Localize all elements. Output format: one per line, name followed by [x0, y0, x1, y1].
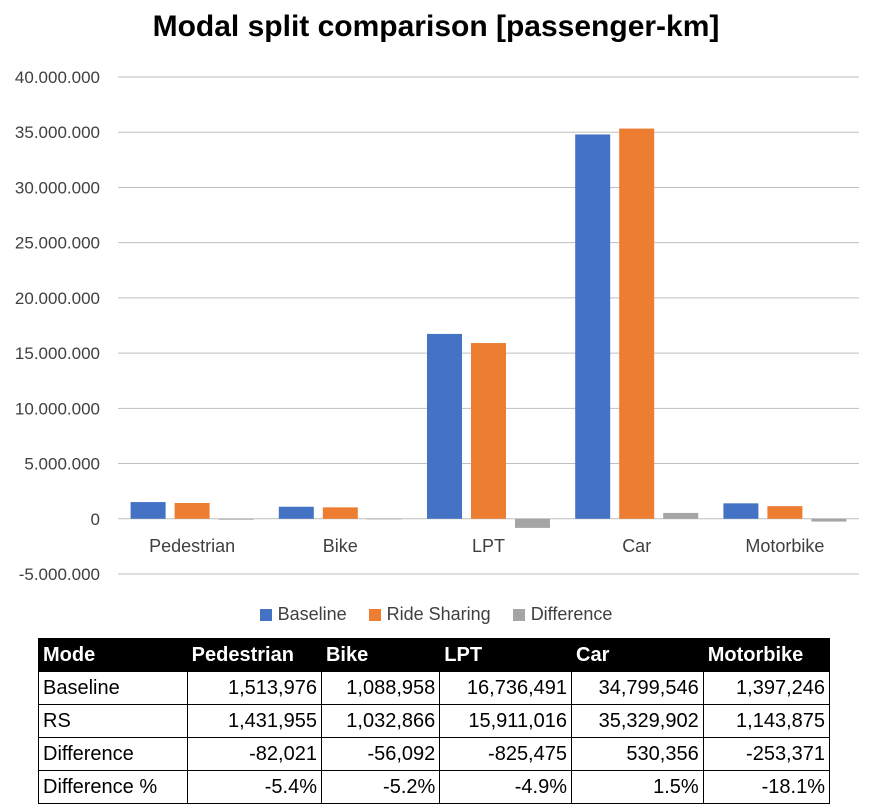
y-tick-label: 10.000.000: [15, 399, 100, 418]
legend-label-ride-sharing: Ride Sharing: [386, 604, 491, 624]
y-tick-label: -5.000.000: [19, 565, 100, 584]
bar-ride-sharing: [471, 343, 506, 519]
table-row-label: Difference %: [38, 770, 188, 804]
table-row: Baseline 1,513,976 1,088,958 16,736,491 …: [38, 671, 831, 705]
y-tick-label: 30.000.000: [15, 178, 100, 197]
legend-item-ride-sharing: Ride Sharing: [368, 604, 491, 625]
bar-difference: [218, 518, 254, 520]
table-cell: -253,371: [702, 737, 831, 771]
table-cell: 530,356: [571, 737, 704, 771]
y-tick-label: 15.000.000: [15, 344, 100, 363]
table-cell: -825,475: [439, 737, 572, 771]
legend-swatch-ride-sharing: [368, 608, 381, 621]
table-cell: 1,397,246: [702, 671, 831, 705]
table-cell: 35,329,902: [571, 704, 704, 738]
table-header-cell: Bike: [320, 638, 441, 672]
table-row: Difference % -5.4% -5.2% -4.9% 1.5% -18.…: [38, 770, 831, 804]
x-tick-label: Motorbike: [745, 536, 824, 556]
table-cell: 34,799,546: [571, 671, 704, 705]
table-header-cell: LPT: [439, 638, 572, 672]
table-header-cell: Mode: [38, 638, 188, 672]
table-row: Difference -82,021 -56,092 -825,475 530,…: [38, 737, 831, 771]
table-cell: 1.5%: [571, 770, 704, 804]
table-header-row: Mode Pedestrian Bike LPT Car Motorbike: [38, 638, 831, 672]
bar-baseline: [575, 134, 611, 519]
table-cell: -18.1%: [702, 770, 831, 804]
table-cell: -4.9%: [439, 770, 572, 804]
table-row: RS 1,431,955 1,032,866 15,911,016 35,329…: [38, 704, 831, 738]
table-cell: 1,143,875: [702, 704, 831, 738]
y-tick-label: 5.000.000: [24, 455, 100, 474]
bar-baseline: [723, 503, 759, 519]
table-cell: -5.2%: [320, 770, 441, 804]
table-row-label: Difference: [38, 737, 188, 771]
table-cell: -5.4%: [186, 770, 322, 804]
bar-difference: [366, 518, 402, 520]
y-tick-label: 25.000.000: [15, 234, 100, 253]
bar-ride-sharing: [322, 507, 358, 519]
x-tick-label: Pedestrian: [149, 536, 235, 556]
data-table: Mode Pedestrian Bike LPT Car Motorbike B…: [38, 638, 831, 804]
legend-label-baseline: Baseline: [277, 604, 347, 624]
table-header-cell: Pedestrian: [186, 638, 322, 672]
table-cell: 1,431,955: [186, 704, 322, 738]
table-cell: 15,911,016: [439, 704, 572, 738]
bar-difference: [663, 512, 699, 519]
chart-title: Modal split comparison [passenger-km]: [152, 10, 720, 43]
legend-item-baseline: Baseline: [259, 604, 347, 625]
legend-label-difference: Difference: [530, 604, 613, 624]
bar-ride-sharing: [174, 502, 210, 519]
table-cell: 1,088,958: [320, 671, 441, 705]
table-cell: 16,736,491: [439, 671, 572, 705]
y-tick-label: 20.000.000: [15, 289, 100, 308]
table-cell: -56,092: [320, 737, 441, 771]
bar-ride-sharing: [619, 128, 655, 519]
table-cell: 1,032,866: [320, 704, 441, 738]
bar-chart: 40.000.000 35.000.000 30.000.000 25.000.000…: [15, 68, 859, 584]
table-cell: -82,021: [186, 737, 322, 771]
table-row-label: Baseline: [38, 671, 188, 705]
y-tick-label: 0: [91, 510, 100, 529]
bar-baseline: [278, 506, 314, 519]
y-tick-label: 40.000.000: [15, 68, 100, 87]
bar-baseline: [130, 502, 166, 519]
bar-difference: [811, 518, 847, 522]
bar-difference: [515, 518, 550, 528]
legend-swatch-baseline: [259, 608, 272, 621]
legend-item-difference: Difference: [512, 604, 613, 625]
table-header-cell: Motorbike: [702, 638, 831, 672]
x-tick-label: LPT: [472, 536, 505, 556]
legend-swatch-difference: [512, 608, 525, 621]
chart-legend: Baseline Ride Sharing Difference: [0, 604, 872, 625]
table-cell: 1,513,976: [186, 671, 322, 705]
table-header-cell: Car: [571, 638, 704, 672]
bar-ride-sharing: [767, 506, 803, 519]
bar-baseline: [427, 333, 462, 519]
x-tick-label: Bike: [323, 536, 358, 556]
table-row-label: RS: [38, 704, 188, 738]
y-tick-label: 35.000.000: [15, 123, 100, 142]
x-tick-label: Car: [622, 536, 651, 556]
